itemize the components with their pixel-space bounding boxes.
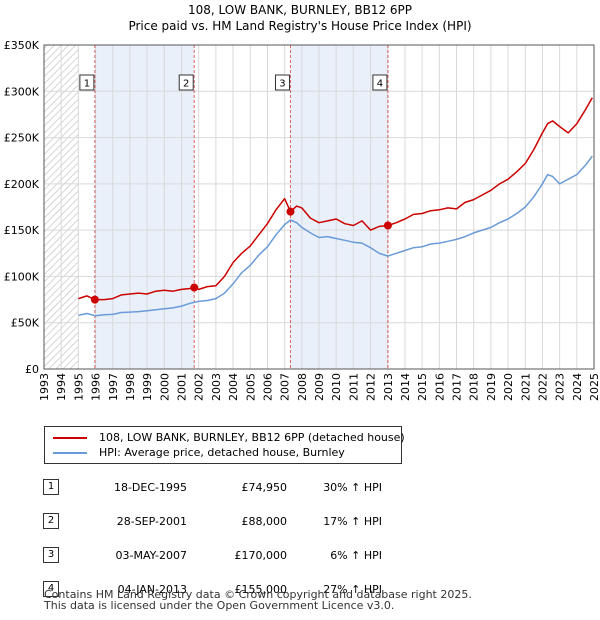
x-tick-label: 2008: [296, 373, 309, 401]
x-tick-label: 2002: [193, 373, 206, 401]
sale-number-badge: 3: [43, 547, 59, 563]
x-tick-label: 2011: [347, 373, 360, 401]
table-row: 3 03-MAY-2007 £170,000 6% ↑ HPI: [43, 538, 382, 572]
table-row: 2 28-SEP-2001 £88,000 17% ↑ HPI: [43, 504, 382, 538]
price-chart: 1 2 3 4 £0 £50K £100K £150K £200K £250K £300K £350…: [4, 39, 600, 401]
sale-hpi-diff: 30% ↑ HPI: [323, 480, 382, 494]
sale-date: 04-JAN-2013: [117, 582, 187, 596]
y-tick-label: £300K: [4, 85, 40, 98]
x-tick-label: 2019: [485, 373, 498, 401]
x-tick-label: 2012: [365, 373, 378, 401]
table-row: 4 04-JAN-2013 £155,000 27% ↑ HPI: [43, 572, 382, 606]
x-tick-label: 1998: [124, 373, 137, 401]
y-tick-label: £350K: [4, 39, 40, 52]
legend-swatch-hpi: [53, 452, 87, 454]
sale-marker-label: 1: [84, 79, 90, 90]
sale-marker-label: 3: [279, 79, 285, 90]
sale-point: [190, 283, 199, 292]
sale-point: [286, 207, 295, 216]
sale-date: 18-DEC-1995: [113, 480, 187, 494]
x-tick-label: 1997: [107, 373, 120, 401]
x-tick-label: 2016: [433, 373, 446, 401]
legend-label-hpi: HPI: Average price, detached house, Burn…: [99, 446, 345, 459]
sale-period-band: [290, 45, 388, 369]
footer-licence: This data is licensed under the Open Gov…: [44, 599, 395, 612]
footer-attribution: Contains HM Land Registry data © Crown c…: [44, 589, 472, 611]
legend-swatch-property: [53, 437, 87, 439]
sale-hpi-diff: 6% ↑ HPI: [330, 548, 382, 562]
x-tick-label: 2025: [588, 373, 600, 401]
x-tick-label: 2004: [227, 373, 240, 401]
x-tick-label: 2021: [519, 373, 532, 401]
x-tick-label: 2017: [451, 373, 464, 401]
footer-copyright: Contains HM Land Registry data © Crown c…: [44, 588, 472, 601]
x-tick-label: 2001: [176, 373, 189, 401]
x-tick-label: 2022: [536, 373, 549, 401]
x-tick-label: 2007: [279, 373, 292, 401]
sale-price: £88,000: [241, 514, 288, 528]
sale-hpi-diff: 17% ↑ HPI: [323, 514, 382, 528]
sale-date: 03-MAY-2007: [115, 548, 187, 562]
x-tick-label: 2014: [399, 373, 412, 401]
x-tick-label: 2000: [158, 373, 171, 401]
plot-frame: [43, 44, 595, 370]
x-tick-label: 2013: [382, 373, 395, 401]
x-tick-label: 2020: [502, 373, 515, 401]
sale-marker-label: 2: [183, 79, 189, 90]
x-tick-label: 2024: [571, 373, 584, 401]
x-tick-label: 2015: [416, 373, 429, 401]
sale-price: £170,000: [234, 548, 288, 562]
x-tick-label: 1995: [72, 373, 85, 401]
sale-marker-box: [274, 74, 290, 91]
table-row: 1 18-DEC-1995 £74,950 30% ↑ HPI: [43, 470, 382, 504]
sales-table: 1 18-DEC-1995 £74,950 30% ↑ HPI 2 28-SEP…: [43, 470, 382, 606]
y-tick-label: £200K: [4, 178, 40, 191]
y-tick-label: £0: [25, 363, 39, 376]
sale-number-badge: 4: [43, 581, 59, 597]
x-tick-label: 2003: [210, 373, 223, 401]
sale-marker-label: 4: [377, 79, 383, 90]
chart-title: 108, LOW BANK, BURNLEY, BB12 6PP: [187, 3, 413, 17]
x-tick-label: 2006: [261, 373, 274, 401]
x-tick-label: 2023: [554, 373, 567, 401]
sale-point: [90, 295, 99, 304]
sale-date: 28-SEP-2001: [116, 514, 187, 528]
sale-period-band: [94, 45, 195, 369]
sale-marker-box: [79, 74, 95, 91]
sale-number-badge: 2: [43, 513, 59, 529]
sale-number-badge: 1: [43, 479, 59, 495]
x-tick-label: 2005: [244, 373, 257, 401]
x-tick-label: 1994: [55, 373, 68, 401]
legend-label-property: 108, LOW BANK, BURNLEY, BB12 6PP (detach…: [99, 431, 405, 444]
x-tick-label: 1993: [38, 373, 51, 401]
x-tick-label: 2018: [468, 373, 481, 401]
sale-marker-box: [372, 74, 388, 91]
y-tick-label: £150K: [4, 224, 40, 237]
sale-point: [383, 221, 392, 230]
chart-legend: 108, LOW BANK, BURNLEY, BB12 6PP (detach…: [44, 426, 405, 464]
x-tick-label: 1999: [141, 373, 154, 401]
sale-price: £155,000: [234, 582, 288, 596]
y-tick-label: £100K: [4, 270, 40, 283]
y-tick-label: £250K: [4, 132, 40, 145]
sale-hpi-diff: 27% ↑ HPI: [323, 582, 382, 596]
y-tick-label: £50K: [11, 317, 40, 330]
chart-subtitle: Price paid vs. HM Land Registry's House …: [128, 19, 472, 33]
x-tick-label: 2009: [313, 373, 326, 401]
x-tick-label: 2010: [330, 373, 343, 401]
sale-marker-box: [178, 74, 194, 91]
property-price-line: [78, 97, 593, 301]
hpi-line: [78, 155, 593, 317]
x-tick-label: 1996: [90, 373, 103, 401]
sale-price: £74,950: [241, 480, 288, 494]
